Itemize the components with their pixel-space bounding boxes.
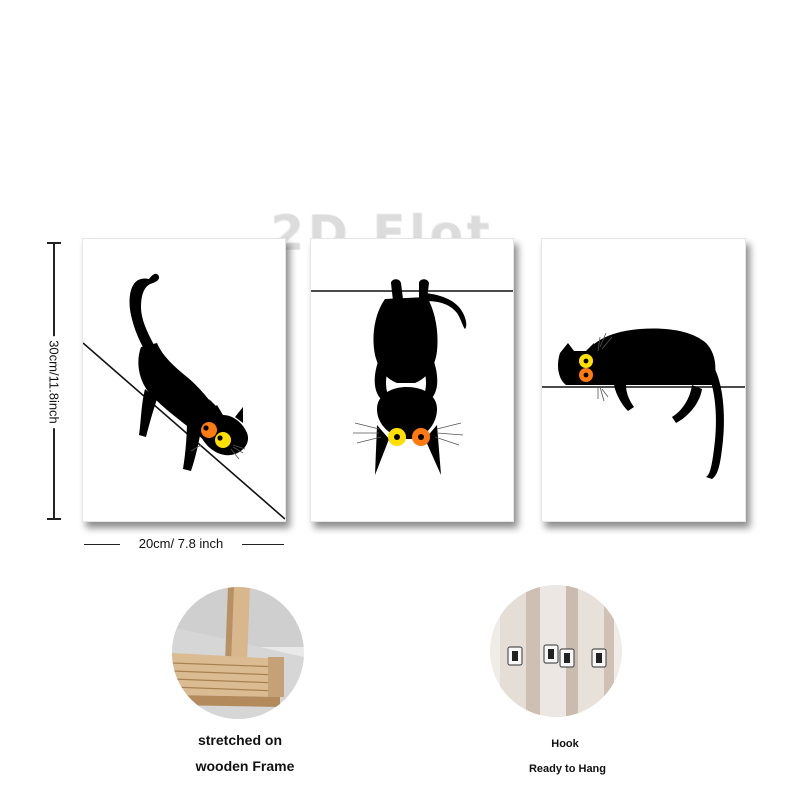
wooden-frame-photo (172, 587, 304, 719)
hook-caption-line-1: Hook (551, 738, 579, 750)
width-dimension-label: 20cm/ 7.8 inch (138, 536, 224, 551)
cat-whiskers (190, 444, 246, 460)
cat-eye-left (201, 422, 217, 438)
width-dimension-line-right (242, 544, 284, 545)
frame-caption-line-1: stretched on (197, 732, 282, 748)
height-dimension-label: 30cm/11.8inch (46, 336, 62, 428)
cat-whiskers (597, 332, 613, 402)
slope-line (83, 342, 285, 520)
hook-icon (490, 585, 622, 717)
cat-whiskers (353, 422, 464, 446)
cat-hanging-illustration (311, 279, 513, 475)
width-dimension-line-left (84, 544, 120, 545)
cat-silhouette (558, 328, 724, 479)
canvas-panel-cat-lying (541, 238, 746, 522)
canvas-panel-cat-hanging (310, 238, 514, 522)
wooden-frame-icon (172, 587, 304, 719)
cat-on-slope-illustration (83, 273, 285, 520)
hook-caption-line-2: Ready to Hang (528, 763, 606, 775)
height-dimension-cap-top (47, 242, 61, 244)
hook-photo (490, 585, 622, 717)
cat-eye-right (215, 432, 231, 448)
height-dimension-cap-bottom (47, 518, 61, 520)
cat-lying-illustration (542, 328, 745, 479)
frame-caption-line-2: wooden Frame (195, 758, 295, 774)
canvas-panel-cat-on-slope (82, 238, 286, 522)
